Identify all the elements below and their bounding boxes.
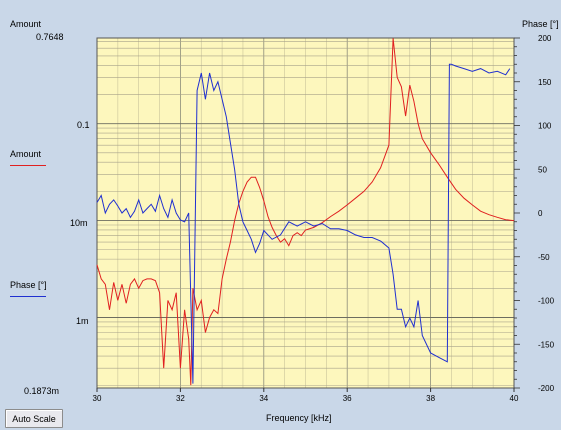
legend-label-amount: Amount (10, 149, 42, 159)
right-tick-label: 150 (538, 78, 552, 87)
x-tick-label: 32 (176, 394, 185, 403)
legend-swatch-amount (10, 165, 46, 166)
right-tick-label: 200 (538, 34, 552, 43)
right-tick-label: -150 (538, 340, 555, 349)
left-tick-label: 0.1 (77, 120, 90, 130)
left-tick-label: 0.7648 (36, 32, 64, 42)
x-tick-label: 30 (93, 394, 102, 403)
x-axis-title: Frequency [kHz] (266, 413, 332, 423)
right-tick-label: -100 (538, 297, 555, 306)
x-tick-label: 34 (259, 394, 268, 403)
left-tick-label: 10m (70, 218, 88, 228)
left-tick-label: 1m (76, 316, 89, 326)
x-tick-label: 40 (510, 394, 519, 403)
x-tick-label: 36 (343, 394, 352, 403)
right-tick-label: -50 (538, 253, 550, 262)
right-tick-label: -200 (538, 384, 555, 393)
left-tick-label: 0.1873m (24, 386, 60, 396)
left-axis-title: Amount (10, 19, 42, 29)
series-line-phase (96, 63, 511, 384)
right-axis-title: Phase [°] (522, 19, 559, 29)
legend-swatch-phase (10, 296, 46, 297)
right-tick-label: 100 (538, 122, 552, 131)
auto-scale-button[interactable]: Auto Scale (5, 409, 63, 428)
legend-label-phase: Phase [°] (10, 280, 47, 290)
series-line-amount (96, 38, 515, 386)
x-tick-label: 38 (426, 394, 435, 403)
right-tick-label: 0 (538, 209, 543, 218)
right-tick-label: 50 (538, 165, 547, 174)
